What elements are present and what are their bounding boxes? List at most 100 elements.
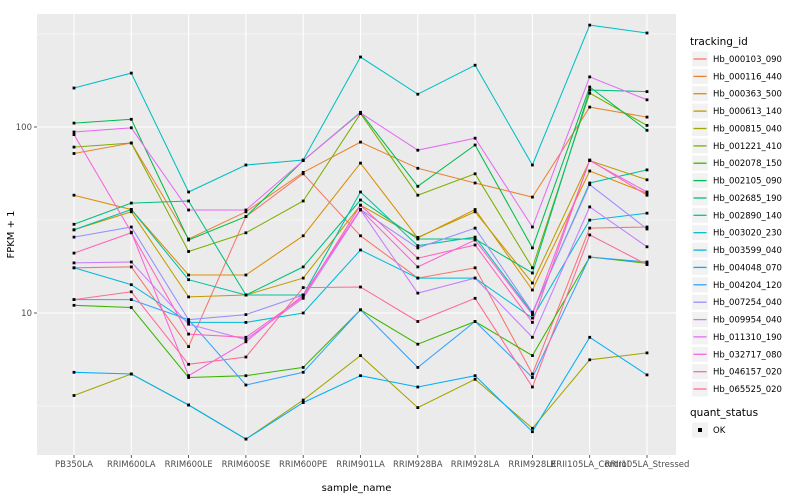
data-point	[416, 342, 420, 346]
data-point	[645, 124, 649, 127]
axis-labels: 10 100 PB350LA RRIM600LA RRIM600LE RRIM600SE R…	[6, 123, 689, 494]
legend-entry: Hb_004204_120	[692, 277, 782, 293]
data-point	[416, 236, 420, 239]
legend-entry-label: Hb_032717_080	[713, 350, 782, 360]
data-point	[359, 354, 362, 357]
data-point	[72, 86, 76, 90]
ok-square-icon	[698, 428, 702, 432]
data-point	[301, 293, 305, 297]
data-point	[473, 181, 477, 185]
data-point	[359, 190, 362, 194]
legend-entry: Hb_032717_080	[692, 346, 782, 362]
data-point	[187, 376, 190, 379]
legend-entry-label: Hb_000363_500	[713, 90, 782, 100]
legend-entry-label: Hb_003020_230	[713, 229, 782, 239]
data-point	[187, 322, 190, 326]
legend-entry-label: Hb_002890_140	[713, 211, 782, 221]
legend-entry-label: Hb_002105_090	[713, 177, 782, 187]
legend-entry-label: Hb_065525_020	[713, 385, 782, 395]
data-point	[588, 88, 592, 92]
data-point	[473, 143, 477, 147]
data-point	[244, 215, 248, 218]
data-point	[531, 195, 534, 199]
data-point	[531, 376, 534, 379]
data-point	[588, 218, 592, 222]
data-point	[473, 243, 477, 247]
data-point	[72, 228, 76, 232]
data-point	[645, 193, 649, 197]
data-point	[531, 271, 534, 275]
data-point	[416, 246, 420, 250]
data-point	[72, 261, 76, 265]
legend-entry-label: Hb_009954_040	[713, 316, 782, 326]
legend-entry: Hb_009954_040	[692, 312, 782, 328]
data-point	[244, 321, 248, 324]
legend-title-tracking-id: tracking_id	[690, 36, 748, 48]
data-point	[187, 374, 190, 378]
data-point	[129, 225, 133, 229]
data-point	[416, 406, 420, 409]
legend-entry-label: Hb_000815_040	[713, 125, 782, 135]
data-point	[129, 126, 133, 130]
legend-entry-label: Hb_002078_150	[713, 159, 782, 169]
legend-entry: Hb_004048_070	[692, 259, 782, 275]
x-axis-title: sample_name	[322, 483, 392, 494]
legend-entry: Hb_002890_140	[692, 207, 782, 223]
data-point	[244, 338, 248, 341]
data-point	[645, 178, 649, 182]
data-point	[359, 234, 362, 238]
data-point	[301, 234, 305, 238]
legend-entry: Hb_007254_040	[692, 294, 782, 310]
data-point	[588, 75, 592, 79]
data-point	[129, 260, 133, 264]
data-point	[416, 244, 420, 248]
legend-entry: Hb_000103_090	[692, 51, 782, 67]
data-point	[72, 145, 76, 149]
data-point	[129, 231, 133, 235]
data-point	[301, 370, 305, 374]
data-point	[72, 298, 76, 301]
data-point	[129, 298, 133, 301]
data-point	[645, 31, 649, 35]
y-axis-title: FPKM + 1	[6, 210, 17, 258]
data-point	[187, 321, 190, 324]
data-point	[531, 225, 534, 229]
plot-panel	[37, 14, 676, 455]
data-point	[244, 163, 248, 167]
x-tick-label: RRIM928BA	[393, 460, 443, 470]
data-point	[416, 256, 420, 260]
data-point	[473, 377, 477, 381]
data-point	[129, 283, 133, 287]
legend-entry-label: Hb_000103_090	[713, 55, 782, 65]
data-point	[72, 133, 76, 136]
data-point	[72, 130, 76, 134]
data-point	[187, 238, 190, 242]
data-point	[588, 226, 592, 230]
data-point	[244, 313, 248, 316]
data-point	[129, 117, 133, 121]
data-point	[473, 266, 477, 270]
data-point	[531, 385, 534, 389]
data-point	[473, 63, 477, 67]
data-point	[244, 335, 248, 339]
data-point	[531, 288, 534, 292]
data-point	[187, 199, 190, 203]
data-point	[588, 85, 592, 89]
data-point	[301, 286, 305, 289]
data-point	[359, 208, 362, 211]
legend-entry: Hb_011310_190	[692, 329, 782, 345]
data-point	[473, 172, 477, 176]
data-point	[473, 320, 477, 323]
data-point	[645, 190, 649, 194]
data-point	[531, 310, 534, 314]
data-point	[187, 332, 190, 336]
legend-entry-label: Hb_002685_190	[713, 194, 782, 204]
data-point	[244, 437, 248, 441]
data-point	[645, 227, 649, 231]
legend-entry-label: OK	[713, 426, 726, 436]
data-point	[588, 335, 592, 339]
data-point	[129, 141, 133, 145]
data-point	[187, 295, 190, 299]
data-point	[416, 385, 420, 389]
data-point	[244, 293, 248, 297]
